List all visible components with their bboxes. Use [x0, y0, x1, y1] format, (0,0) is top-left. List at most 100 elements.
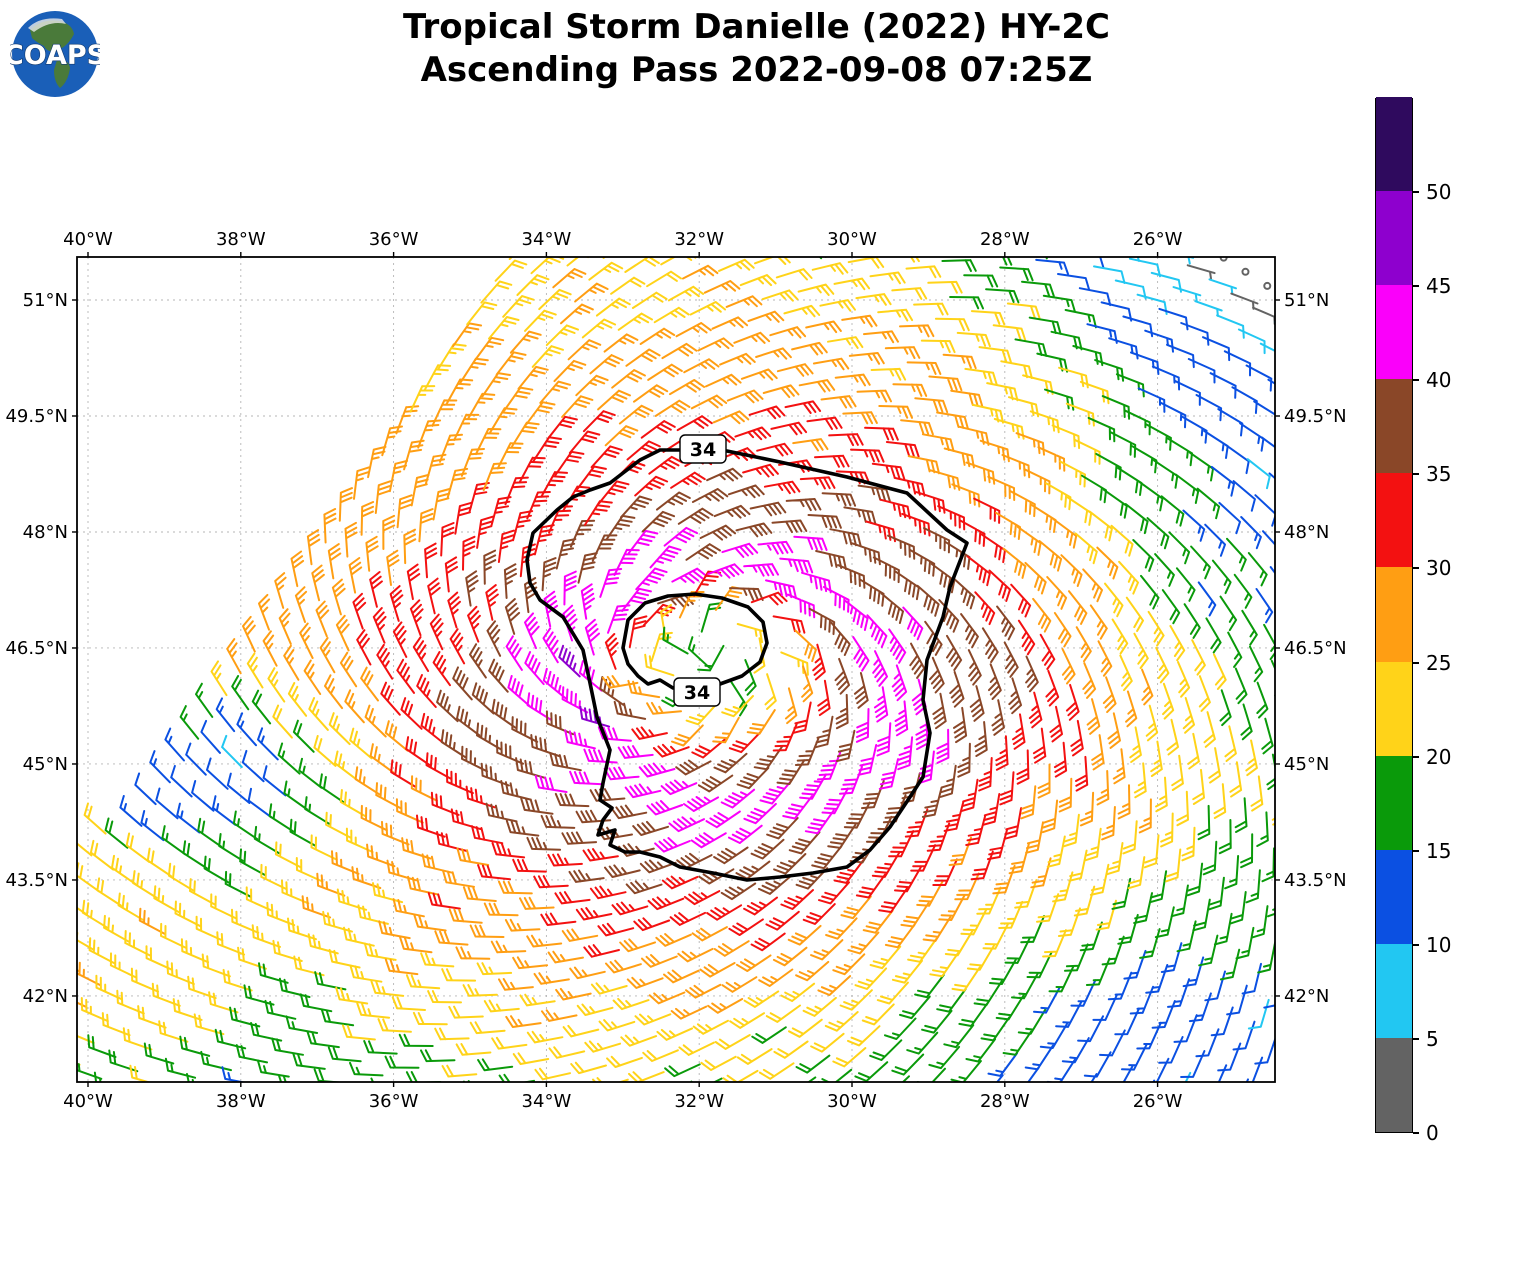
wind-barb — [483, 999, 520, 1013]
wind-barb — [545, 710, 575, 736]
wind-barb — [376, 643, 394, 680]
wind-barb — [495, 351, 527, 376]
colorbar-tick — [1413, 943, 1419, 946]
wind-barb — [899, 324, 935, 338]
wind-barb — [1192, 768, 1205, 805]
isotach-contour-34 — [621, 592, 769, 690]
colorbar-segment-0-5 — [1376, 1037, 1412, 1132]
wind-barb — [839, 989, 873, 1011]
wind-barb — [755, 347, 792, 360]
wind-barb — [384, 958, 419, 976]
wind-barb — [125, 832, 151, 863]
wind-barb — [639, 236, 673, 251]
wind-barb — [1046, 576, 1068, 610]
wind-barb — [465, 785, 496, 809]
wind-barb — [602, 675, 639, 689]
wind-barb — [697, 337, 734, 352]
wind-barb — [1155, 776, 1168, 813]
wind-barb — [772, 615, 806, 634]
wind-barb — [602, 257, 607, 259]
wind-barb — [444, 556, 459, 593]
wind-barb — [1117, 784, 1131, 820]
wind-barb — [122, 1027, 153, 1051]
wind-barb — [927, 280, 963, 294]
wind-barb — [349, 964, 383, 983]
wind-barb — [507, 675, 531, 707]
wind-barb — [635, 567, 668, 591]
wind-barb — [1203, 711, 1216, 748]
wind-barb — [1028, 316, 1062, 335]
wind-barb — [943, 447, 975, 469]
colorbar — [1375, 97, 1413, 1133]
wind-barb — [675, 322, 712, 338]
wind-barb — [477, 1058, 514, 1072]
wind-barb — [714, 1034, 751, 1050]
wind-barb — [1104, 582, 1124, 618]
wind-barb — [736, 1048, 773, 1065]
wind-barb — [1188, 992, 1212, 1023]
wind-barb — [739, 274, 777, 287]
wind-barb — [1227, 631, 1243, 668]
wind-barb — [913, 302, 949, 316]
wind-barb — [621, 587, 652, 612]
x-tick-label-bottom: 28°W — [980, 1091, 1030, 1112]
wind-barb — [785, 498, 822, 512]
wind-barb — [47, 908, 71, 935]
wind-barb — [564, 729, 596, 750]
wind-barb — [179, 1035, 211, 1057]
wind-barb — [1122, 820, 1138, 855]
wind-barb — [795, 1054, 831, 1074]
wind-barb — [1223, 350, 1252, 377]
wind-barb — [916, 880, 944, 907]
wind-barb — [322, 910, 353, 933]
wind-barb — [847, 931, 880, 955]
wind-barb — [833, 859, 865, 884]
wind-barb — [77, 968, 80, 972]
wind-barb — [360, 501, 375, 536]
wind-barb — [262, 630, 278, 667]
wind-barb — [900, 1091, 931, 1111]
wind-barb — [670, 471, 706, 489]
wind-barb — [847, 257, 885, 269]
wind-barb — [787, 924, 822, 946]
wind-barb — [655, 933, 692, 947]
wind-barb — [773, 1040, 809, 1059]
wind-barb — [533, 524, 555, 556]
wind-barb — [1254, 494, 1275, 527]
wind-barb — [569, 770, 604, 786]
wind-barb — [77, 828, 93, 857]
wind-barb — [1259, 342, 1275, 352]
wind-barb — [921, 1009, 953, 1034]
wind-barb — [647, 363, 683, 381]
wind-barb — [754, 257, 791, 265]
wind-barb — [500, 780, 532, 801]
colorbar-tick — [1413, 849, 1419, 852]
wind-barb — [253, 825, 280, 855]
wind-barb — [1086, 698, 1101, 735]
wind-barb — [1095, 899, 1117, 931]
wind-barb — [316, 872, 346, 897]
wind-barb — [195, 682, 214, 718]
wind-barb — [389, 585, 404, 622]
wind-barb — [526, 692, 553, 721]
wind-barb — [524, 309, 557, 332]
wind-barb — [939, 764, 957, 798]
wind-barb — [477, 864, 511, 881]
wind-barb — [676, 852, 713, 869]
wind-barb — [1232, 1020, 1256, 1051]
wind-barb — [146, 847, 172, 878]
wind-barb — [835, 693, 849, 730]
wind-barb — [396, 658, 415, 694]
wind-barb — [909, 642, 926, 679]
wind-barb — [907, 455, 940, 475]
wind-barb — [678, 1041, 715, 1056]
wind-barb — [349, 1061, 384, 1077]
wind-barb — [390, 759, 417, 788]
wind-barb — [1082, 568, 1103, 603]
wind-barb — [1009, 490, 1036, 518]
wind-barb — [998, 900, 1024, 929]
wind-barb — [1268, 472, 1275, 480]
wind-barb — [400, 697, 423, 730]
wind-barb — [201, 953, 231, 978]
wind-barb — [588, 261, 624, 281]
